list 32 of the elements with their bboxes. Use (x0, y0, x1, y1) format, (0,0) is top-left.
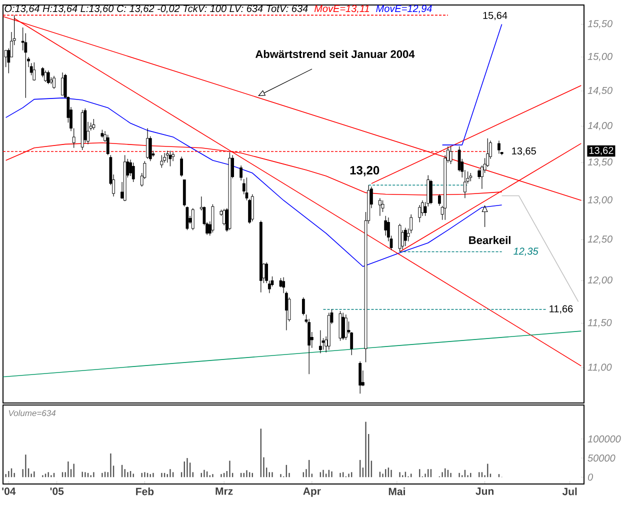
x-tick-label: Apr (303, 488, 321, 497)
y-tick-label: 15,50 (588, 20, 612, 28)
x-tick-label: '05 (50, 488, 64, 495)
y-tick-label: 12,00 (588, 276, 612, 285)
x-tick-label: Mai (388, 488, 405, 496)
annotation: 13,65 (512, 147, 536, 156)
y-tick-label: 100000 (588, 435, 621, 443)
y-tick-label: 14,00 (588, 122, 612, 130)
y-tick-label: 50000 (588, 454, 616, 462)
annotation: 11,66 (550, 305, 573, 314)
annotation: Bearkeil (469, 236, 510, 244)
text: MovE=13,11 (314, 5, 369, 14)
y-tick-label: 0 (588, 474, 594, 481)
x-tick-label: '04 (2, 488, 16, 495)
annotation: Abwärtstrend seit Januar 2004 (255, 50, 415, 58)
text: 13,62 (589, 146, 614, 156)
y-tick-label: 13,00 (588, 196, 612, 205)
x-tick-label: Jul (562, 488, 577, 496)
x-tick-label: Mrz (216, 488, 233, 495)
annotation: 12,35 (514, 248, 538, 256)
annotation: 13,20 (350, 166, 380, 176)
text: MovE=12,94 (376, 5, 432, 14)
y-tick-label: 11,50 (588, 319, 612, 328)
y-tick-label: 15,00 (588, 52, 612, 62)
y-tick-label: 13,50 (588, 158, 612, 167)
x-tick-label: Feb (136, 488, 154, 496)
y-tick-label: 11,00 (588, 364, 612, 372)
y-tick-label: 14,50 (588, 86, 612, 96)
y-tick-label: 12,50 (588, 236, 612, 244)
x-tick-label: Jun (476, 488, 494, 495)
annotation: 15,64 (483, 12, 508, 20)
chart-title: Volume=634 (8, 410, 56, 416)
